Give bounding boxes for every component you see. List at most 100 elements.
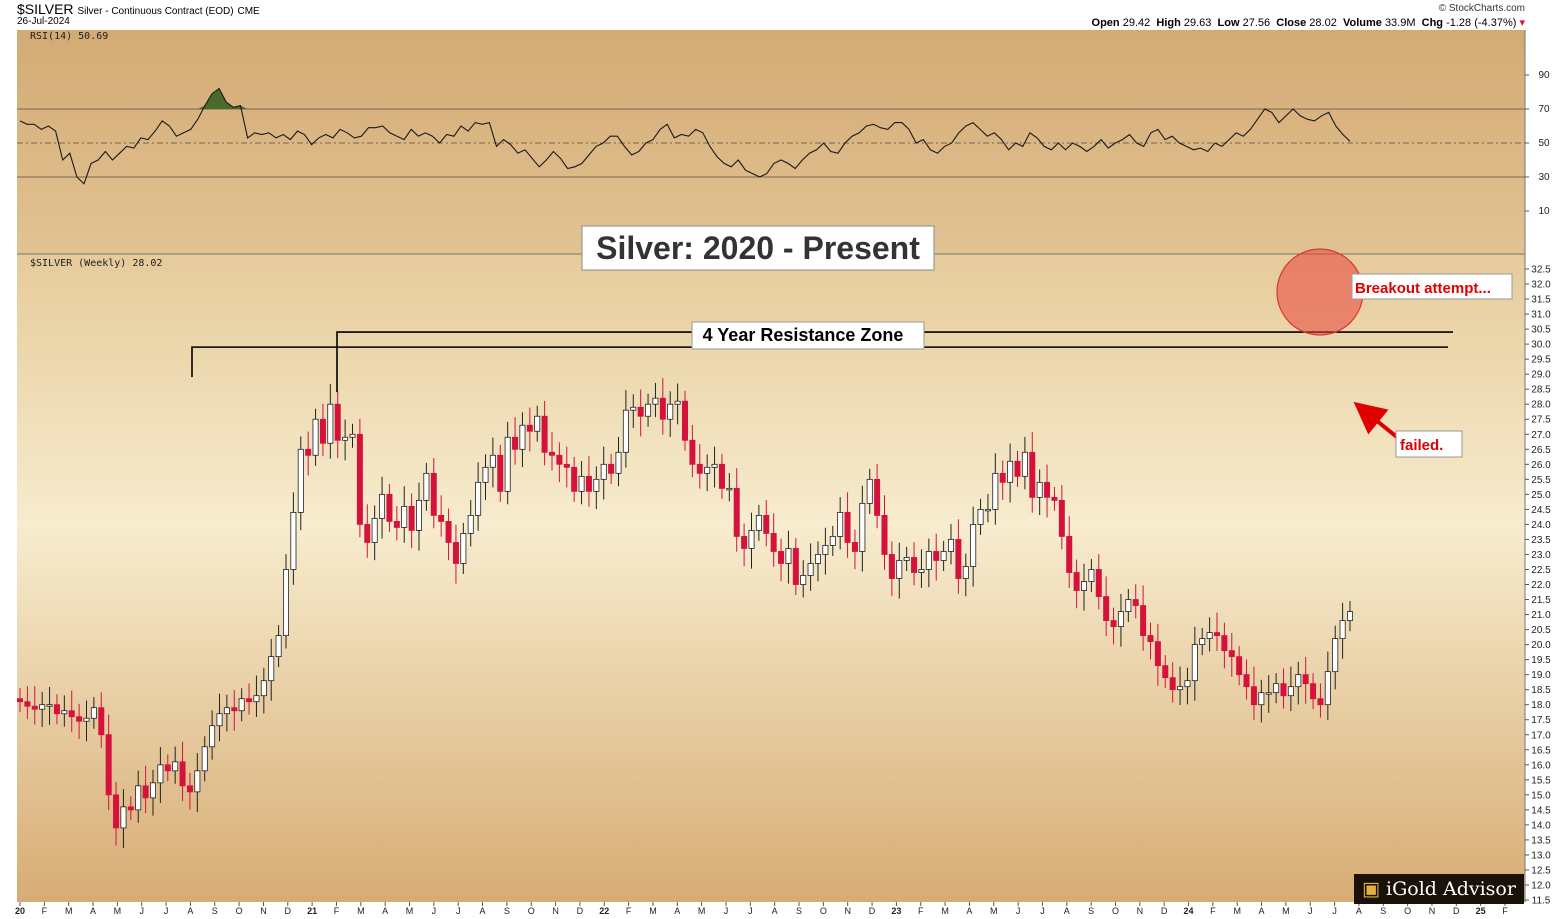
candle-body: [452, 542, 459, 564]
candle-body: [194, 770, 201, 793]
candle: [593, 466, 600, 510]
candle: [68, 690, 75, 733]
price-tick-label: 26.5: [1531, 445, 1551, 456]
candle-body: [792, 548, 799, 585]
candle-body: [1287, 686, 1294, 697]
x-tick-label: F: [1502, 906, 1508, 916]
candle: [31, 686, 38, 725]
candle: [822, 527, 829, 575]
candle-body: [1214, 632, 1221, 636]
candle: [940, 540, 947, 571]
candle-body: [438, 515, 445, 522]
candle: [475, 462, 482, 531]
candle-body: [1310, 683, 1317, 700]
candle: [504, 421, 511, 505]
x-tick-label: 20: [15, 906, 25, 916]
x-tick-label: J: [456, 906, 461, 916]
candle-body: [962, 566, 969, 579]
candle-body: [46, 704, 53, 707]
copyright: © StockCharts.com: [1438, 3, 1525, 14]
candle-body: [53, 704, 60, 715]
candle-body: [1036, 481, 1043, 498]
candle: [297, 436, 304, 531]
rsi-legend: RSI(14) 50.69: [30, 31, 108, 42]
candle-body: [379, 493, 386, 519]
candle-body: [149, 782, 156, 799]
candle: [844, 492, 851, 558]
low-value: 27.56: [1242, 17, 1271, 29]
candle-body: [1169, 677, 1176, 691]
volume-value: 33.9M: [1384, 17, 1416, 29]
candle: [696, 444, 703, 489]
candle: [585, 456, 592, 507]
x-tick-label: J: [1040, 906, 1045, 916]
candle-body: [1132, 599, 1139, 606]
candle-body: [1147, 635, 1154, 643]
x-tick-label: A: [772, 906, 778, 916]
candle: [342, 419, 349, 461]
candle: [763, 500, 770, 547]
candle-body: [622, 409, 629, 453]
candle-body: [571, 466, 578, 492]
price-tick-label: 13.5: [1531, 835, 1551, 846]
price-tick-label: 30.0: [1531, 340, 1551, 351]
candle-body: [430, 472, 437, 516]
candle-body: [415, 499, 422, 531]
candle-body: [940, 551, 947, 561]
chart-title: Silver: 2020 - Present: [596, 230, 920, 266]
candle: [1117, 593, 1124, 647]
x-tick-label: O: [820, 906, 827, 916]
price-tick-label: 17.5: [1531, 715, 1551, 726]
candle: [1236, 646, 1243, 686]
price-tick-label: 20.0: [1531, 640, 1551, 651]
candle-body: [1184, 680, 1191, 688]
candle: [704, 454, 711, 492]
candle: [881, 495, 888, 570]
candle-body: [1191, 644, 1198, 682]
price-tick-label: 19.5: [1531, 655, 1551, 666]
x-tick-label: 23: [891, 906, 901, 916]
candle-body: [563, 463, 570, 468]
candle: [962, 553, 969, 597]
x-tick-label: F: [626, 906, 632, 916]
candle: [711, 446, 718, 488]
candle: [164, 754, 171, 782]
price-tick-label: 32.0: [1531, 280, 1551, 291]
high-label: High: [1156, 17, 1181, 29]
candle: [120, 789, 127, 849]
x-tick-label: M: [698, 906, 706, 916]
candle-body: [755, 515, 762, 531]
candle: [349, 423, 356, 448]
candle: [674, 383, 681, 425]
candle-body: [157, 764, 164, 784]
candle: [209, 710, 216, 760]
candle-body: [800, 575, 807, 585]
candle: [223, 694, 230, 732]
candle: [526, 407, 533, 452]
candle: [39, 691, 46, 727]
candle-body: [1103, 596, 1110, 621]
candle-body: [593, 478, 600, 492]
candle: [1332, 625, 1339, 690]
candle-body: [1317, 698, 1324, 706]
x-tick-label: F: [918, 906, 924, 916]
candle-body: [955, 539, 962, 579]
candle-body: [238, 698, 245, 712]
candle-body: [763, 515, 770, 534]
candle: [327, 384, 334, 459]
x-axis-strip: [17, 902, 1525, 919]
candle-body: [896, 560, 903, 579]
candle: [268, 638, 275, 701]
candle-body: [401, 505, 408, 528]
candle: [1317, 683, 1324, 718]
candle: [600, 446, 607, 500]
candle: [999, 460, 1006, 501]
candle-body: [386, 493, 393, 522]
candle: [1280, 668, 1287, 709]
candle-body: [61, 710, 68, 715]
candle-body: [1081, 581, 1088, 591]
candle-body: [822, 545, 829, 555]
candle: [231, 689, 238, 731]
candle: [563, 446, 570, 488]
candle: [113, 781, 120, 846]
